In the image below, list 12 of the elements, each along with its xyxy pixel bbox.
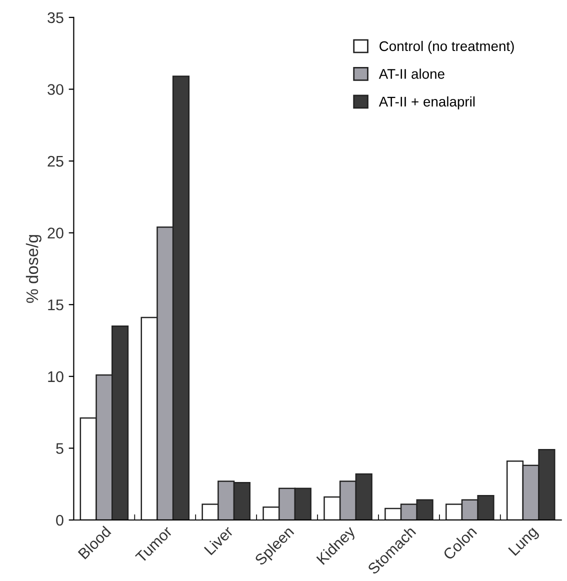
y-tick-label: 35 [48, 12, 64, 24]
y-tick-label: 20 [48, 228, 64, 238]
y-tick-label: 15 [48, 300, 64, 310]
y-tick-label: 25 [48, 156, 64, 167]
y-tick-label: 0 [56, 514, 64, 526]
y-tick-label: 10 [48, 371, 64, 382]
legend-label: AT-II alone [378, 68, 444, 79]
y-tick-label: 30 [48, 84, 64, 95]
legend-label: AT-II + enalapril [378, 96, 475, 110]
legend-label: Control (no treatment) [380, 40, 514, 54]
y-axis-title: % dose/g [26, 235, 42, 303]
y-tick-label: 5 [56, 443, 64, 454]
